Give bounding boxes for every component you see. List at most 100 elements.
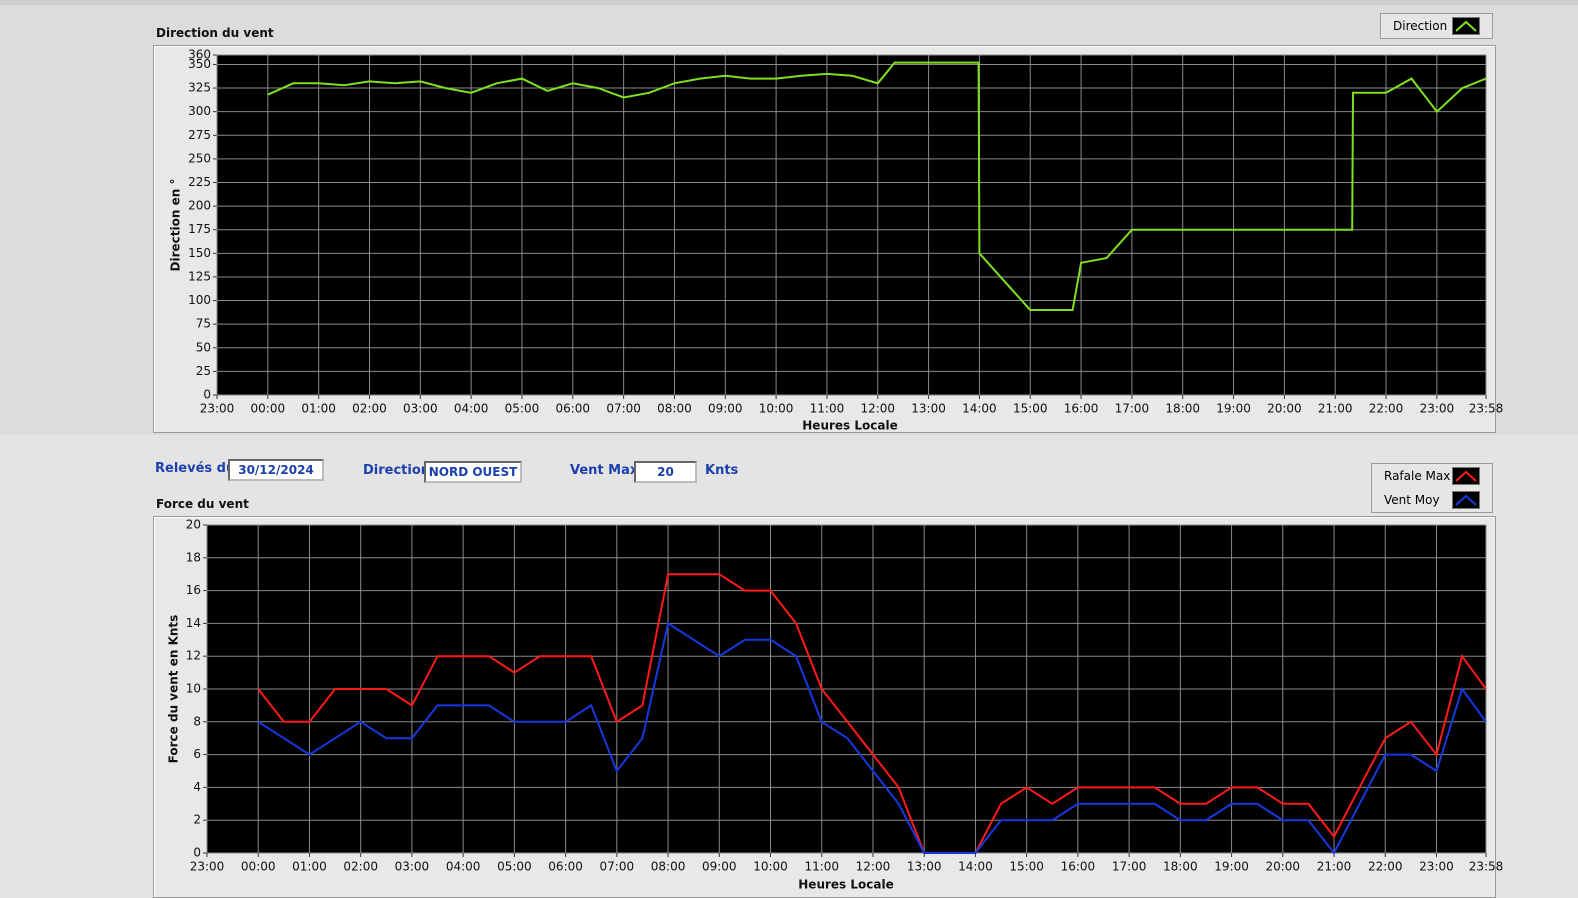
x-tick-label: 11:00: [804, 860, 839, 874]
y-tick-label: 325: [188, 81, 211, 95]
y-tick-label: 200: [188, 199, 211, 213]
x-tick-label: 11:00: [810, 402, 845, 416]
legend-swatch: [1452, 467, 1480, 485]
direction-field[interactable]: NORD OUEST: [424, 461, 522, 483]
data-line: [257, 621, 1487, 855]
x-tick-label: 08:00: [657, 402, 692, 416]
date-field[interactable]: 30/12/2024: [228, 459, 324, 481]
x-tick-label: 01:00: [301, 402, 336, 416]
y-tick-label: 275: [188, 128, 211, 142]
x-tick-label: 09:00: [708, 402, 743, 416]
x-tick-label: 05:00: [505, 402, 540, 416]
x-tick-label: 02:00: [343, 860, 378, 874]
x-tick-label: 15:00: [1009, 860, 1044, 874]
y-tick-label: 360: [188, 48, 211, 62]
x-tick-label: 20:00: [1265, 860, 1300, 874]
vent-max-label: Vent Max: [570, 463, 639, 478]
y-tick-label: 300: [188, 104, 211, 118]
x-tick-label: 12:00: [860, 402, 895, 416]
legend-swatch: [1452, 491, 1480, 509]
x-tick-label: 23:58: [1469, 402, 1504, 416]
x-axis-label: Heures Locale: [798, 878, 893, 892]
y-tick-label: 250: [188, 151, 211, 165]
y-tick-label: 225: [188, 175, 211, 189]
x-tick-label: 23:00: [1420, 402, 1455, 416]
y-tick-label: 14: [186, 616, 201, 630]
y-tick-label: 175: [188, 222, 211, 236]
x-tick-label: 06:00: [555, 402, 590, 416]
plot-area: [217, 55, 1486, 395]
legend: Rafale Max Vent Moy: [1371, 463, 1493, 513]
legend-icon: [1455, 494, 1477, 506]
legend-label: Vent Moy: [1384, 493, 1440, 507]
x-tick-label: 03:00: [403, 402, 438, 416]
top-band: [0, 0, 1578, 5]
legend-item: Direction: [1381, 14, 1492, 38]
x-tick-label: 04:00: [454, 402, 489, 416]
x-tick-label: 22:00: [1368, 860, 1403, 874]
legend-swatch: [1452, 17, 1480, 35]
x-tick-label: 09:00: [702, 860, 737, 874]
date-label: Relevés du: [155, 461, 236, 476]
y-tick-label: 8: [193, 714, 201, 728]
x-tick-label: 18:00: [1165, 402, 1200, 416]
y-tick-label: 25: [196, 364, 211, 378]
x-tick-label: 13:00: [911, 402, 946, 416]
x-tick-label: 16:00: [1064, 402, 1099, 416]
y-tick-label: 125: [188, 269, 211, 283]
y-tick-label: 10: [186, 682, 201, 696]
data-line: [267, 61, 1487, 311]
y-tick-label: 2: [193, 813, 201, 827]
x-tick-label: 20:00: [1267, 402, 1302, 416]
x-tick-label: 17:00: [1115, 402, 1150, 416]
x-tick-label: 23:00: [190, 860, 225, 874]
x-tick-label: 00:00: [251, 402, 286, 416]
x-tick-label: 23:00: [200, 402, 235, 416]
legend-item: Vent Moy: [1372, 488, 1492, 512]
vent-max-field[interactable]: 20: [634, 461, 697, 483]
x-tick-label: 19:00: [1214, 860, 1249, 874]
chart-title: Force du vent: [156, 497, 249, 511]
x-tick-label: 05:00: [497, 860, 532, 874]
x-tick-label: 07:00: [606, 402, 641, 416]
legend-line: [1455, 470, 1477, 482]
x-tick-label: 23:00: [1419, 860, 1454, 874]
y-tick-label: 12: [186, 649, 201, 663]
x-tick-label: 14:00: [962, 402, 997, 416]
direction-label: Direction: [363, 463, 431, 478]
data-line: [257, 573, 1487, 854]
x-tick-label: 21:00: [1317, 860, 1352, 874]
legend: Direction: [1380, 13, 1493, 39]
y-tick-label: 75: [196, 317, 211, 331]
legend-label: Rafale Max: [1384, 469, 1451, 483]
y-axis-label: Force du vent en Knts: [167, 615, 181, 764]
y-tick-label: 20: [186, 518, 201, 532]
y-tick-label: 0: [193, 846, 201, 860]
legend-label: Direction: [1393, 19, 1448, 33]
legend-item: Rafale Max: [1372, 464, 1492, 488]
x-tick-label: 03:00: [395, 860, 430, 874]
x-tick-label: 07:00: [600, 860, 635, 874]
x-tick-label: 00:00: [241, 860, 276, 874]
x-tick-label: 23:58: [1469, 860, 1504, 874]
legend-icon: [1455, 470, 1477, 482]
x-tick-label: 17:00: [1112, 860, 1147, 874]
legend-icon: [1455, 20, 1477, 32]
y-tick-label: 6: [193, 747, 201, 761]
x-tick-label: 16:00: [1061, 860, 1096, 874]
unit-label: Knts: [705, 463, 739, 478]
x-tick-label: 10:00: [759, 402, 794, 416]
y-tick-label: 0: [203, 388, 211, 402]
x-tick-label: 13:00: [907, 860, 942, 874]
x-axis-label: Heures Locale: [802, 419, 897, 433]
y-tick-label: 350: [188, 57, 211, 71]
legend-line: [1455, 20, 1477, 32]
x-tick-label: 22:00: [1369, 402, 1404, 416]
y-tick-label: 50: [196, 340, 211, 354]
x-tick-label: 14:00: [958, 860, 993, 874]
x-tick-label: 01:00: [292, 860, 327, 874]
y-tick-label: 4: [193, 780, 201, 794]
legend-line: [1455, 494, 1477, 506]
x-tick-label: 18:00: [1163, 860, 1198, 874]
y-tick-label: 100: [188, 293, 211, 307]
